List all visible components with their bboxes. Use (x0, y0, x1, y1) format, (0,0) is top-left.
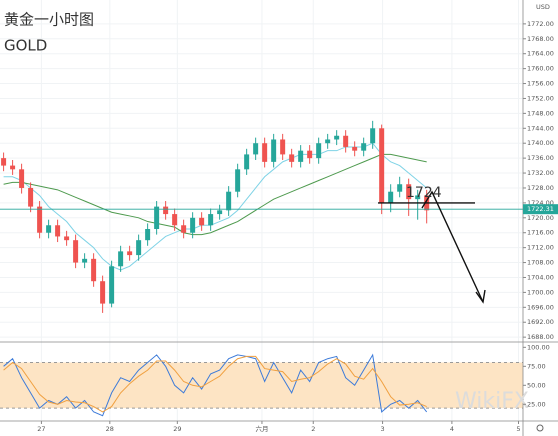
y-tick-label: 1700.00 (527, 288, 554, 296)
x-tick-label: 27 (37, 425, 45, 433)
candle-body (100, 281, 106, 304)
x-tick-label: 5 (516, 425, 520, 433)
candle-body (280, 139, 286, 155)
candle-body (289, 154, 295, 162)
candle-body (352, 146, 358, 151)
oscillator-band (0, 362, 523, 409)
candle-body (388, 191, 394, 203)
candle-body (361, 143, 367, 151)
x-tick-label: 2 (311, 425, 315, 433)
watermark: WikiFX (455, 389, 529, 414)
plot-layer (0, 0, 523, 421)
candle-body (343, 135, 349, 147)
y-tick-label: 50.00 (527, 381, 546, 389)
candle-body (235, 169, 241, 192)
candle-body (181, 225, 187, 233)
candle-body (217, 210, 223, 215)
arrow-head (475, 289, 486, 304)
candle-body (262, 143, 268, 162)
candle-body (208, 214, 214, 226)
last-price-box (523, 204, 558, 215)
candle-body (55, 225, 61, 237)
candle-body (145, 228, 151, 241)
x-tick-label: 六月 (255, 424, 268, 433)
candle-body (190, 217, 196, 233)
candle-body (370, 128, 376, 144)
currency-label: USD (536, 3, 550, 11)
forecast-arrow (421, 190, 484, 303)
y-tick-label: 1692.00 (527, 318, 554, 326)
y-tick-label: 1764.00 (527, 50, 554, 58)
candle-body (397, 184, 403, 192)
y-tick-label: 1768.00 (527, 35, 554, 43)
x-tick-label: 29 (173, 425, 181, 433)
oscillator-line (3, 353, 428, 417)
y-tick-label: 25.00 (527, 400, 546, 408)
candle-body (154, 206, 160, 229)
candle-body (109, 266, 115, 304)
settings-icon[interactable] (536, 424, 544, 432)
chart-subtitle: GOLD (4, 37, 47, 55)
candle-body (64, 236, 70, 241)
y-tick-label: 1772.00 (527, 20, 554, 28)
candle-body (91, 258, 97, 282)
y-tick-label: 1748.00 (527, 109, 554, 117)
y-tick-label: 1724.00 (527, 199, 554, 207)
candle-body (1, 158, 7, 166)
y-tick-label: 1736.00 (527, 154, 554, 162)
y-tick-label: 1740.00 (527, 139, 554, 147)
candle-body (172, 214, 178, 226)
candle-body (244, 154, 250, 170)
oscillator-line (3, 355, 427, 413)
candle-body (325, 139, 331, 144)
candle-body (334, 135, 340, 140)
y-tick-label: 75.00 (527, 362, 546, 370)
y-tick-label: 1744.00 (527, 124, 554, 132)
annotation-label: 1724 (406, 185, 442, 201)
y-tick-label: 1716.00 (527, 229, 554, 237)
y-tick-label: 1760.00 (527, 65, 554, 73)
x-tick-label: 3 (381, 425, 385, 433)
candle-body (415, 195, 421, 200)
candle-body (136, 240, 142, 256)
y-tick-label: 1704.00 (527, 273, 554, 281)
candle-body (28, 187, 34, 207)
y-tick-label: 1712.00 (527, 244, 554, 252)
y-tick-label: 1728.00 (527, 184, 554, 192)
moving-average (3, 153, 427, 236)
chart-title: 黄金一小时图 (4, 11, 94, 29)
candle-body (37, 206, 43, 233)
candle-body (316, 143, 322, 159)
candle-body (298, 150, 304, 162)
y-tick-label: 1688.00 (527, 333, 554, 341)
y-tick-label: 1696.00 (527, 303, 554, 311)
y-tick-label: 1732.00 (527, 169, 554, 177)
candle-body (271, 139, 277, 162)
candle-body (46, 225, 52, 233)
candle-body (118, 251, 124, 267)
y-tick-label: 1708.00 (527, 259, 554, 267)
candle-body (127, 251, 133, 256)
candle-body (163, 206, 169, 215)
y-tick-label: 1756.00 (527, 80, 554, 88)
candle-body (73, 240, 79, 263)
y-tick-label: 1720.00 (527, 214, 554, 222)
candle-body (226, 191, 232, 211)
candle-body (253, 143, 259, 155)
candle-body (19, 169, 25, 188)
candle-body (10, 165, 16, 170)
candle-body (307, 150, 313, 159)
x-tick-label: 28 (106, 425, 114, 433)
last-price-label: 1722.31 (527, 205, 554, 213)
candle-body (379, 128, 385, 203)
candle-body (199, 217, 205, 226)
candle-body (82, 258, 88, 263)
x-tick-label: 4 (450, 425, 454, 433)
y-tick-label: 1752.00 (527, 94, 554, 102)
y-tick-label: 100.00 (527, 343, 550, 351)
candle-body (406, 184, 412, 200)
